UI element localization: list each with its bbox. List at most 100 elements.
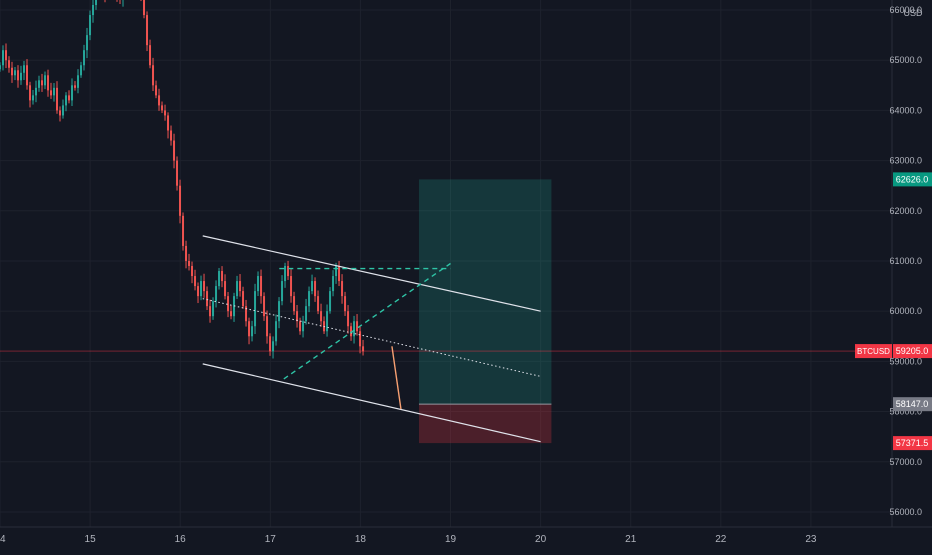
candle-body	[0, 65, 2, 70]
target-price-badge-text: 62626.0	[896, 174, 929, 184]
candle-body	[296, 311, 299, 322]
projection-line[interactable]	[391, 346, 402, 410]
candle-body	[92, 5, 95, 16]
symbol-badge-text: BTCUSD	[857, 347, 890, 356]
candle-body	[305, 306, 308, 322]
y-tick-label: 64000.0	[889, 105, 922, 115]
channel-lower-line[interactable]	[202, 363, 541, 443]
candle-body	[245, 306, 248, 322]
candle-body	[32, 95, 35, 101]
candle-body	[359, 331, 362, 347]
candle-body	[344, 296, 347, 312]
candle-body	[146, 15, 149, 46]
candle-body	[89, 15, 92, 36]
candle-body	[8, 60, 11, 68]
candle-body	[293, 296, 296, 312]
y-tick-label: 57000.0	[889, 457, 922, 467]
candle-body	[254, 291, 257, 327]
long-position-stop-zone[interactable]	[418, 404, 552, 444]
candle-body	[155, 85, 158, 96]
x-tick-label: 16	[175, 534, 187, 545]
candle-body	[206, 291, 209, 307]
candle-body	[203, 281, 206, 292]
candle-body	[35, 87, 38, 96]
channel-median-line[interactable]	[202, 298, 541, 377]
time-axis-panel[interactable]	[0, 527, 932, 550]
candle-body	[269, 336, 272, 352]
stop-price-badge[interactable]	[893, 436, 932, 451]
candle-body	[95, 0, 98, 6]
candle-body	[362, 346, 365, 352]
candle-body	[188, 260, 191, 267]
candle-body	[59, 110, 62, 116]
candle-body	[320, 311, 323, 322]
candle-body	[290, 276, 293, 297]
candle-body	[350, 326, 353, 337]
candle-body	[176, 160, 179, 186]
candle-body	[17, 70, 20, 81]
candle-body	[326, 311, 329, 332]
candle-body	[47, 75, 50, 91]
y-tick-label: 63000.0	[889, 156, 922, 166]
candle-body	[194, 276, 197, 287]
candle-body	[173, 140, 176, 161]
candle-body	[260, 276, 263, 297]
y-tick-label: 66000.0	[889, 5, 922, 15]
candle-body	[143, 0, 146, 16]
candle-body	[284, 266, 287, 282]
y-tick-label: 59000.0	[889, 356, 922, 366]
candle-body	[317, 296, 320, 312]
candle-body	[29, 85, 32, 101]
candle-body	[182, 215, 185, 246]
candle-body	[200, 281, 203, 297]
candle-body	[227, 296, 230, 312]
entry-price-badge[interactable]	[893, 397, 932, 412]
candle-body	[20, 72, 23, 81]
candle-body	[164, 110, 167, 116]
symbol-badge[interactable]	[855, 344, 892, 359]
candle-body	[14, 70, 17, 76]
channel-upper-line[interactable]	[202, 235, 541, 312]
candle-body	[236, 281, 239, 297]
candle-body	[191, 266, 194, 277]
candle-body	[347, 311, 350, 327]
candle-body	[2, 50, 5, 66]
candle-body	[68, 95, 71, 101]
candle-body	[197, 286, 200, 297]
candle-body	[314, 281, 317, 297]
candle-body	[329, 291, 332, 312]
candle-body	[167, 115, 170, 131]
candle-body	[71, 85, 74, 101]
candle-body	[242, 291, 245, 307]
y-tick-label: 61000.0	[889, 256, 922, 266]
candle-body	[356, 321, 359, 332]
candle-body	[77, 75, 80, 88]
candle-body	[278, 301, 281, 322]
x-tick-label: 15	[85, 534, 97, 545]
target-price-badge[interactable]	[893, 172, 932, 187]
candle-body	[248, 321, 251, 337]
current-price-badge-text: 59205.0	[896, 346, 929, 356]
candle-body	[44, 75, 47, 86]
long-position-profit-zone[interactable]	[418, 179, 552, 405]
entry-price-badge-text: 58147.0	[896, 399, 929, 409]
candle-body	[266, 316, 269, 337]
candle-body	[212, 301, 215, 317]
candle-body	[86, 35, 89, 51]
candle-body	[239, 281, 242, 292]
x-tick-label: 23	[805, 534, 817, 545]
candle-body	[308, 291, 311, 307]
wedge-bottom-line[interactable]	[283, 262, 451, 380]
y-tick-label: 60000.0	[889, 306, 922, 316]
current-price-badge[interactable]	[893, 344, 932, 359]
candle-body	[23, 65, 26, 73]
candle-body	[161, 105, 164, 111]
candle-body	[65, 95, 68, 106]
y-tick-label: 58000.0	[889, 407, 922, 417]
candle-body	[257, 276, 260, 292]
drawing-layer-back	[0, 179, 892, 444]
currency-label: USD	[903, 8, 923, 18]
candle-body	[281, 281, 284, 302]
